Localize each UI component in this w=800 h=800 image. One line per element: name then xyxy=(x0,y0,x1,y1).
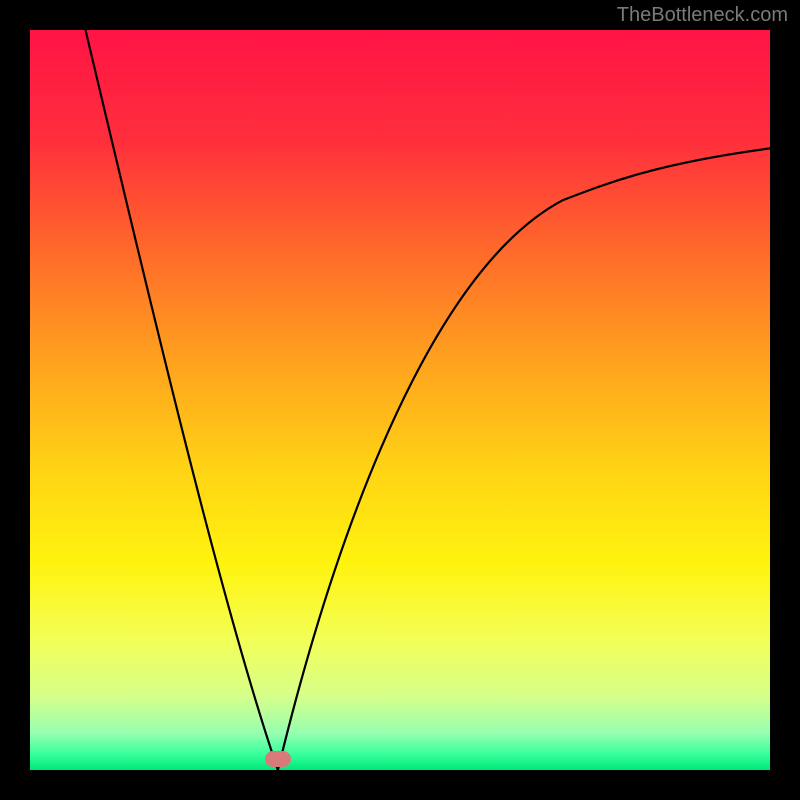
chart-container: TheBottleneck.com xyxy=(0,0,800,800)
min-marker xyxy=(265,751,291,767)
plot-area xyxy=(30,30,770,770)
watermark-text: TheBottleneck.com xyxy=(617,4,788,27)
gradient-background xyxy=(30,30,770,770)
